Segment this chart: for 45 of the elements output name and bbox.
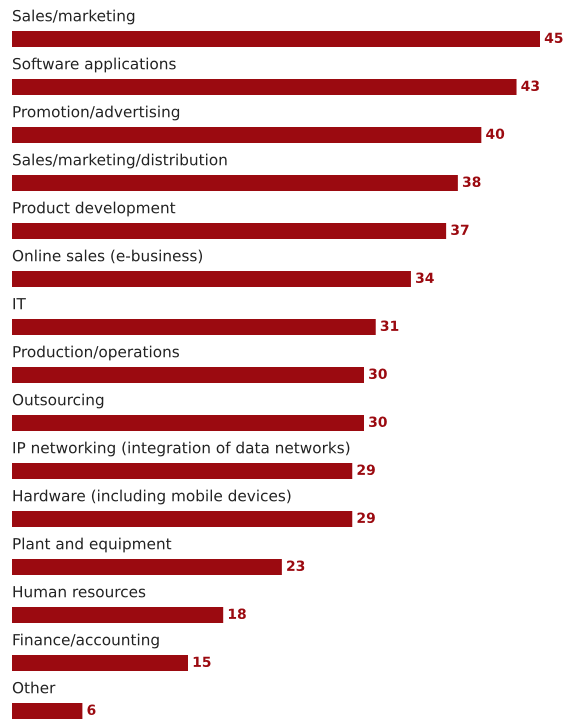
bar	[12, 415, 364, 431]
y-tick-label: Finance/accounting	[14, 634, 159, 648]
bar	[12, 127, 482, 143]
bar	[12, 559, 282, 575]
bar	[12, 655, 188, 671]
data-label: 37	[451, 224, 469, 236]
bar	[12, 367, 364, 383]
y-tick-label: Plant and equipment	[14, 538, 172, 552]
y-tick-label: Product development	[14, 202, 176, 216]
y-tick-label: Other	[12, 682, 56, 694]
y-tick-label: Production/operations	[14, 346, 179, 360]
y-tick-label: IP networking (integration of data networks)	[14, 442, 350, 456]
data-label: 30	[369, 416, 387, 428]
y-tick-label: Sales/marketing/distribution	[13, 154, 227, 168]
y-tick-label: IT	[14, 298, 26, 310]
bar	[12, 319, 376, 335]
data-label: 18	[228, 608, 246, 620]
bar	[12, 511, 352, 527]
data-label: 23	[287, 560, 304, 572]
bar	[12, 607, 224, 623]
bar	[12, 31, 540, 47]
data-label: 6	[87, 704, 96, 716]
data-label: 29	[358, 512, 375, 524]
y-tick-label: Software applications	[13, 58, 176, 72]
bar	[12, 271, 411, 287]
data-label: 29	[358, 464, 375, 476]
y-tick-label: Promotion/advertising	[14, 106, 180, 120]
data-label: 31	[380, 320, 398, 332]
y-tick-label: Human resources	[14, 586, 146, 598]
data-label: 40	[486, 128, 504, 140]
data-label: 15	[194, 656, 211, 668]
y-tick-label: Online sales (e-business)	[12, 250, 202, 264]
data-label: 30	[369, 368, 387, 380]
y-tick-label: Hardware (including mobile devices)	[14, 490, 290, 504]
data-label: 34	[416, 272, 434, 284]
bar	[12, 463, 352, 479]
bar	[12, 223, 446, 239]
data-label: 45	[544, 32, 563, 44]
y-tick-label: Sales/marketing	[13, 10, 134, 24]
bar	[12, 79, 517, 95]
data-label: 43	[521, 80, 539, 92]
data-label: 38	[462, 176, 480, 188]
bar	[12, 703, 82, 719]
bar	[12, 175, 458, 191]
y-tick-label: Outsourcing	[12, 394, 104, 408]
